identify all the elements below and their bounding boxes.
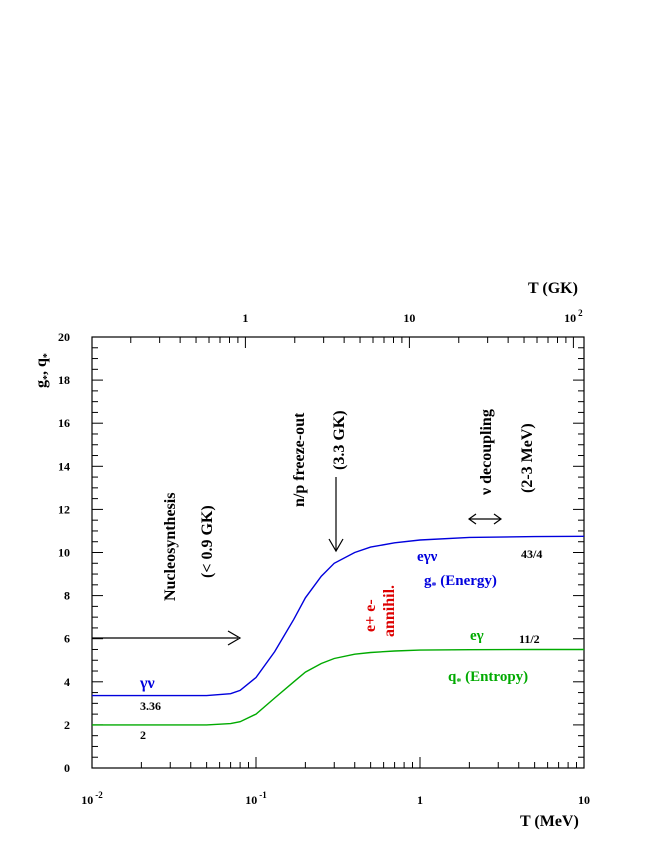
x2-axis-title: T (GK): [528, 280, 578, 297]
x-axis-title: T (MeV): [520, 813, 579, 830]
energy-high-value: 43/4: [521, 547, 542, 561]
nucleosynthesis-arrowhead: [227, 630, 242, 646]
nucleosynthesis-temp-label: (< 0.9 GK): [199, 505, 216, 578]
tick-labels-layer: 0 2 4 6 8 10 12 14 16 18 20 10 -2 10 -1 1 10 1 10 10 2: [58, 308, 590, 807]
ticks-layer: [91, 336, 585, 769]
series-line-energy: [92, 535, 585, 697]
series-layer: [92, 535, 585, 726]
x2-tick-label: 1: [242, 311, 248, 325]
y-tick-label: 20: [58, 330, 70, 344]
y-tick-label: 16: [58, 416, 70, 430]
annihilation-label-2: annihil.: [381, 585, 398, 637]
low-particles-label: γν: [139, 675, 155, 692]
energy-low-value: 3.36: [140, 699, 161, 713]
x2-tick-label: 10: [403, 311, 415, 325]
energy-particles-label: eγν: [417, 549, 438, 565]
y-tick-label: 8: [64, 589, 70, 603]
y-tick-label: 0: [64, 761, 70, 775]
freezeout-label: n/p freeze-out: [291, 412, 308, 507]
decoupling-label: ν decoupling: [478, 409, 495, 496]
entropy-particles-label: eγ: [470, 628, 484, 644]
y-axis-title: g*, q*: [33, 353, 53, 388]
decoupling-temp-label: (2-3 MeV): [519, 423, 536, 493]
y-tick-label: 12: [58, 502, 70, 516]
entropy-series-label: q* (Entropy): [448, 669, 528, 688]
y-tick-label: 4: [64, 675, 70, 689]
decoupling-arrowhead-left: [467, 513, 477, 525]
energy-series-label: g* (Energy): [424, 573, 497, 592]
y-tick-label: 14: [58, 459, 70, 473]
y-tick-label: 10: [58, 546, 70, 560]
entropy-high-value: 11/2: [519, 632, 540, 646]
series-line-entropy: [92, 648, 584, 726]
y-tick-label: 2: [64, 718, 70, 732]
decoupling-arrowhead-right: [493, 513, 503, 525]
freezeout-temp-label: (3.3 GK): [331, 410, 348, 470]
x-tick-label: 10: [578, 793, 590, 807]
freezeout-arrowhead: [328, 538, 344, 553]
annihilation-label-1: e+ e-: [362, 599, 379, 632]
y-tick-label: 6: [64, 632, 70, 646]
x-tick-label: 10 -2: [81, 790, 103, 807]
x-tick-label: 10 -1: [245, 790, 267, 807]
entropy-low-value: 2: [140, 728, 146, 742]
x-tick-label: 1: [417, 793, 423, 807]
x2-tick-label: 10 2: [564, 308, 583, 325]
nucleosynthesis-label: Nucleosynthesis: [162, 493, 179, 601]
y-tick-label: 18: [58, 373, 70, 387]
